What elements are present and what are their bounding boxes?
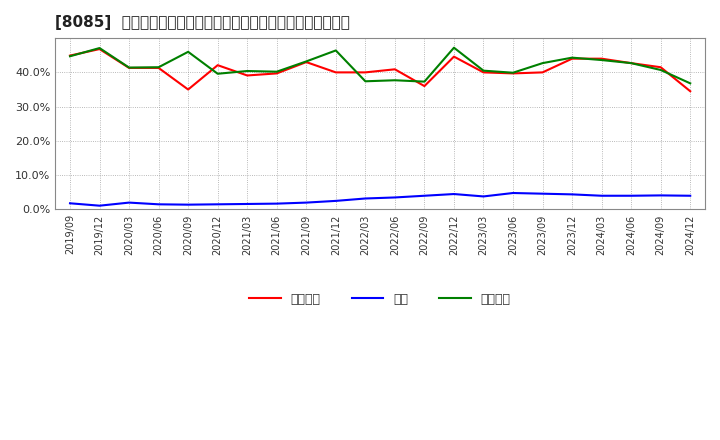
買入債務 [184,49,192,55]
買入債務 [420,79,428,84]
Text: [8085]  売上債権、在庫、買入債務の総資産に対する比率の推移: [8085] 売上債権、在庫、買入債務の総資産に対する比率の推移 [55,15,350,30]
売上債権 [539,70,547,75]
買入債務 [66,54,74,59]
売上債権 [154,65,163,70]
買入債務 [657,67,665,73]
買入債務 [361,79,369,84]
売上債権 [627,60,636,66]
在庫 [272,201,281,206]
在庫 [449,191,458,197]
在庫 [184,202,192,207]
売上債権 [390,66,399,72]
売上債権 [657,65,665,70]
売上債権 [449,54,458,59]
買入債務 [213,71,222,77]
買入債務 [243,68,251,73]
売上債権 [331,70,340,75]
在庫 [66,201,74,206]
Line: 売上債権: 売上債権 [70,49,690,91]
在庫 [125,200,133,205]
売上債権 [480,70,488,75]
Line: 買入債務: 買入債務 [70,48,690,83]
在庫 [154,202,163,207]
在庫 [213,202,222,207]
在庫 [509,191,518,196]
買入債務 [302,59,310,64]
在庫 [568,192,577,197]
買入債務 [390,77,399,83]
売上債権 [686,88,695,94]
売上債権 [125,65,133,70]
買入債務 [539,60,547,66]
買入債務 [686,81,695,86]
在庫 [480,194,488,199]
買入債務 [272,69,281,74]
売上債権 [184,87,192,92]
在庫 [686,193,695,198]
在庫 [95,203,104,208]
在庫 [420,193,428,198]
売上債権 [213,62,222,68]
売上債権 [361,70,369,75]
買入債務 [331,48,340,53]
売上債権 [598,56,606,61]
売上債権 [420,84,428,89]
売上債権 [302,59,310,65]
売上債権 [568,56,577,61]
売上債権 [66,53,74,58]
Legend: 売上債権, 在庫, 買入債務: 売上債権, 在庫, 買入債務 [245,288,516,311]
買入債務 [125,65,133,70]
在庫 [539,191,547,196]
在庫 [627,193,636,198]
在庫 [331,198,340,204]
在庫 [598,193,606,198]
売上債権 [95,47,104,52]
買入債務 [95,45,104,51]
売上債権 [243,73,251,78]
在庫 [302,200,310,205]
在庫 [243,202,251,207]
買入債務 [509,70,518,75]
Line: 在庫: 在庫 [70,193,690,205]
買入債務 [480,68,488,73]
在庫 [361,196,369,201]
買入債務 [598,57,606,62]
買入債務 [568,55,577,60]
買入債務 [627,60,636,66]
在庫 [390,195,399,200]
売上債権 [509,71,518,76]
在庫 [657,193,665,198]
買入債務 [154,65,163,70]
売上債権 [272,71,281,76]
買入債務 [449,45,458,50]
